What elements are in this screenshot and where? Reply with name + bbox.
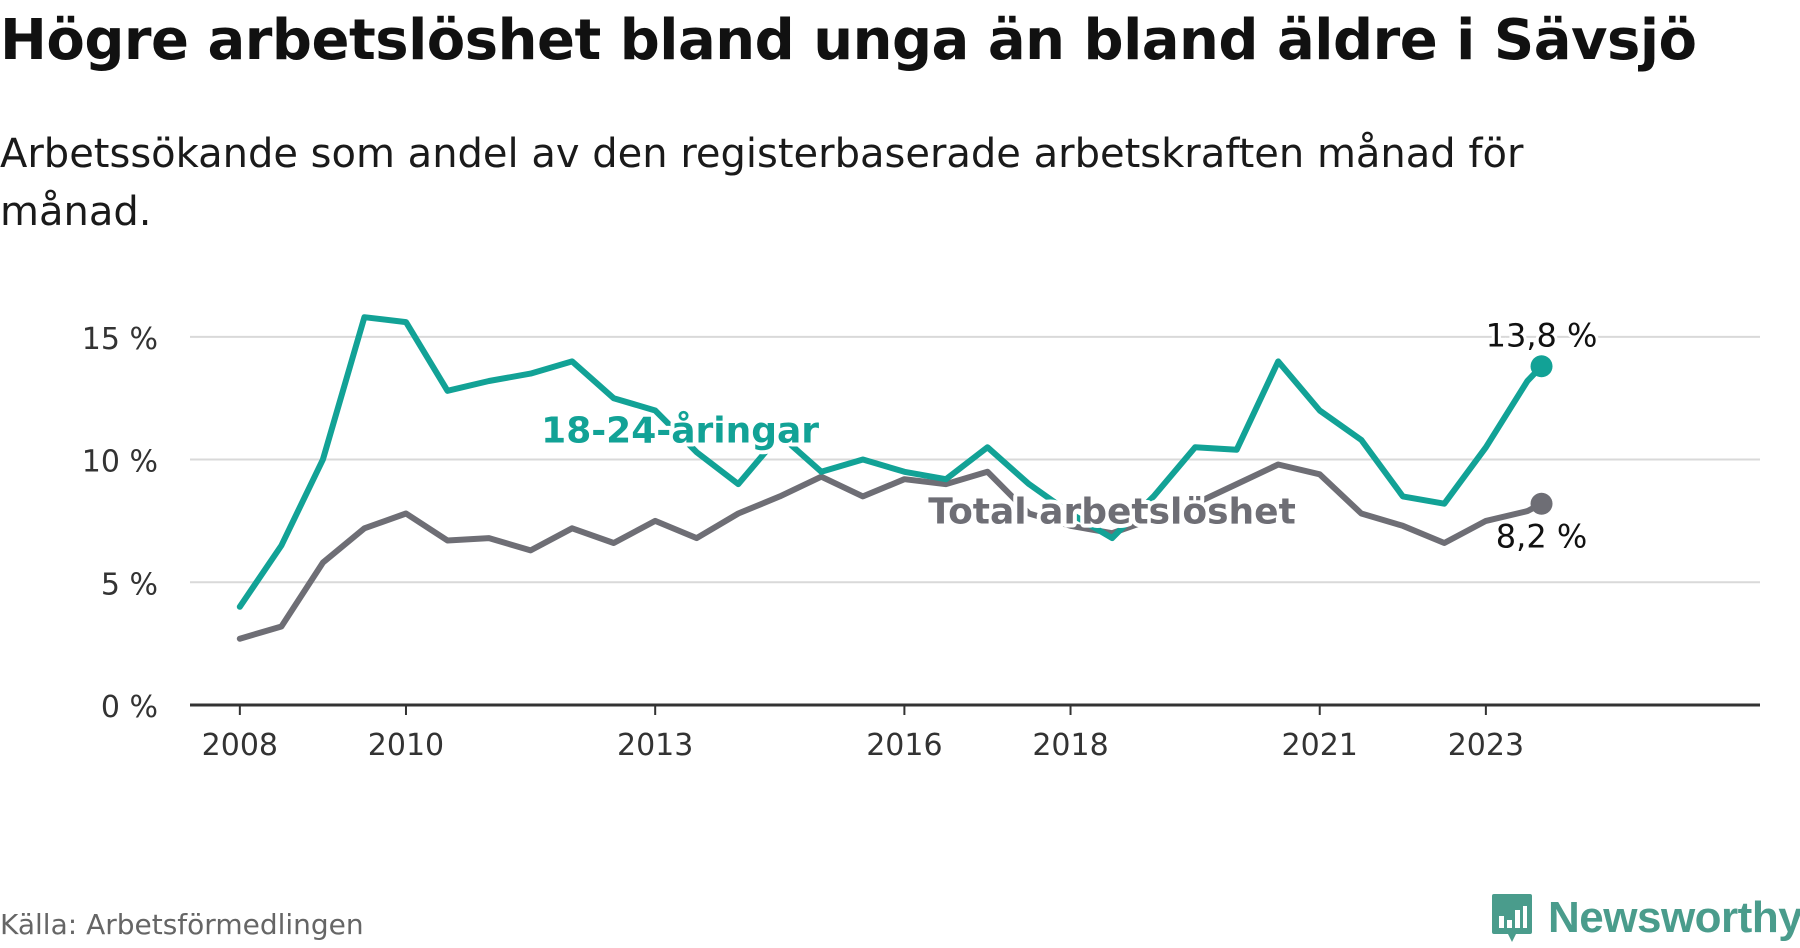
total-series-label: Total arbetslöshet bbox=[928, 491, 1296, 532]
total-line bbox=[236, 461, 1545, 642]
chart-title: Högre arbetslöshet bland unga än bland ä… bbox=[0, 8, 1697, 73]
total-end-value: 8,2 % bbox=[1496, 518, 1587, 556]
chart-subtitle: Arbetssökande som andel av den registerb… bbox=[0, 131, 1524, 235]
series bbox=[236, 314, 1553, 642]
newsworthy-logo[interactable]: Newsworthy bbox=[1490, 888, 1800, 948]
y-tick-label: 10 % bbox=[82, 445, 158, 480]
bar-chart-icon bbox=[1492, 894, 1532, 942]
x-tick-label: 2021 bbox=[1282, 728, 1358, 763]
x-tick-label: 2010 bbox=[368, 728, 444, 763]
y-tick-label: 15 % bbox=[82, 322, 158, 357]
total-end-marker bbox=[1530, 492, 1553, 515]
youth-line bbox=[236, 314, 1545, 610]
x-tick-label: 2016 bbox=[866, 728, 942, 763]
youth-end-value: 13,8 % bbox=[1486, 316, 1598, 354]
labels: 18-24-åringar Total arbetslöshet 13,8 % 8,2… bbox=[537, 313, 1600, 558]
y-tick-label: 5 % bbox=[101, 567, 158, 602]
youth-end-marker bbox=[1530, 355, 1553, 378]
source-note: Källa: Arbetsförmedlingen bbox=[0, 908, 364, 941]
x-tick-label: 2013 bbox=[617, 728, 693, 763]
x-tick-label: 2008 bbox=[202, 728, 278, 763]
axes: 0 % 5 % 10 % 15 % 2008 2010 2013 2016 2018 2021 20… bbox=[82, 322, 1760, 763]
youth-series-label: 18-24-åringar bbox=[541, 410, 819, 451]
y-tick-label: 0 % bbox=[101, 690, 158, 725]
x-tick-label: 2018 bbox=[1032, 728, 1108, 763]
x-tick-label: 2023 bbox=[1448, 728, 1524, 763]
brand-name: Newsworthy bbox=[1548, 893, 1800, 942]
line-chart: 0 % 5 % 10 % 15 % 2008 2010 2013 2016 2018 2021 20… bbox=[82, 313, 1760, 763]
